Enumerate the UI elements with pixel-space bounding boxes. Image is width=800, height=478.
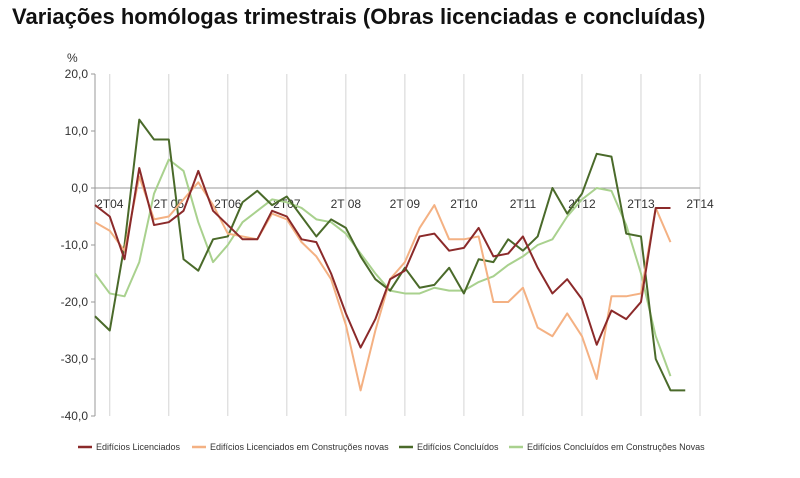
- legend-label-1: Edifícios Licenciados em Construções nov…: [210, 442, 389, 452]
- series-line-2: [94, 118, 686, 392]
- legend-label-3: Edifícios Concluídos em Construções Nova…: [527, 442, 705, 452]
- series-line-3: [94, 158, 672, 377]
- series-line-0: [94, 167, 671, 349]
- y-tick-label: 20,0: [65, 67, 89, 81]
- y-tick-label: 10,0: [65, 124, 89, 138]
- legend-label-0: Edifícios Licenciados: [96, 442, 181, 452]
- y-tick-label: -40,0: [61, 409, 89, 423]
- y-axis-unit-label: %: [67, 51, 78, 65]
- y-tick-label: -20,0: [61, 295, 89, 309]
- x-tick-label: 2T14: [686, 197, 714, 211]
- legend-label-2: Edifícios Concluídos: [417, 442, 499, 452]
- y-axis-ticks: 20,0 10,0 0,0 -10,0 -20,0 -30,0 -40,0: [61, 67, 95, 423]
- x-tick-label: 2T 09: [390, 197, 421, 211]
- plot-area: [95, 74, 700, 416]
- y-tick-label: -10,0: [61, 238, 89, 252]
- x-tick-label: 2T06: [214, 197, 242, 211]
- x-tick-label: 2T13: [627, 197, 655, 211]
- x-tick-label: 2T10: [450, 197, 478, 211]
- x-tick-label: 2T 08: [331, 197, 362, 211]
- series-group: [94, 118, 686, 392]
- x-tick-label: 2T11: [510, 197, 537, 211]
- y-tick-label: -30,0: [61, 352, 89, 366]
- chart-title: Variações homólogas trimestrais (Obras l…: [12, 4, 706, 29]
- legend: Edifícios Licenciados Edifícios Licenciad…: [78, 442, 705, 452]
- x-tick-label: 2T04: [96, 197, 124, 211]
- y-tick-label: 0,0: [71, 181, 88, 195]
